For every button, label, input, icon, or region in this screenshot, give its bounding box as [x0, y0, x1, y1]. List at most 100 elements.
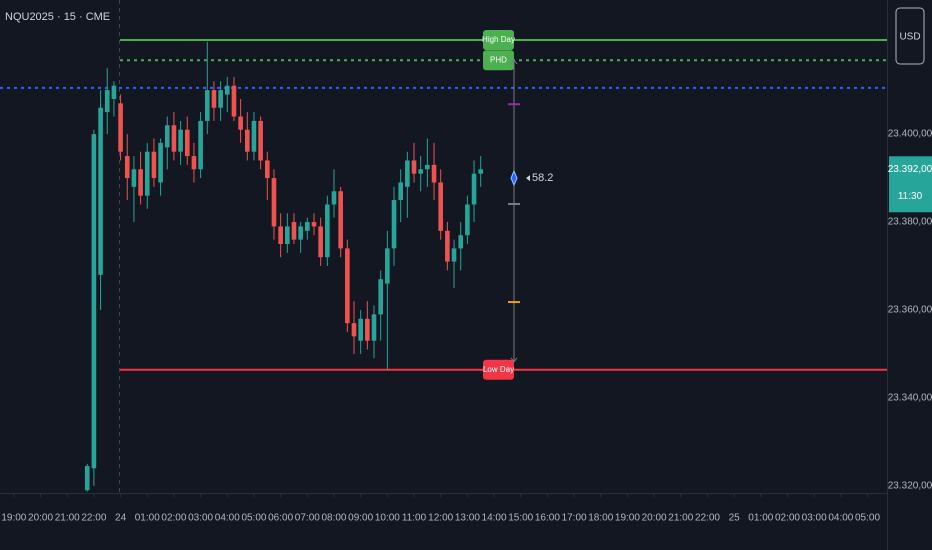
candle-body: [151, 151, 157, 179]
candle-body: [465, 204, 470, 236]
x-tick-label: 11:00: [402, 513, 427, 524]
y-tick-label: 23.360,00: [888, 305, 932, 316]
candle-body: [478, 169, 484, 174]
candle-body: [111, 85, 117, 99]
candle-body: [104, 90, 110, 113]
measure-reading: 58.2: [532, 172, 553, 184]
x-tick-label: 01:00: [135, 513, 160, 524]
candle-body: [198, 120, 203, 170]
measure-arrow: [510, 357, 518, 363]
candle-body: [451, 248, 457, 262]
candle-body: [358, 318, 363, 341]
x-tick-label: 05:00: [855, 513, 880, 524]
candle-body: [365, 318, 370, 341]
y-tick-label: 23.340,00: [888, 393, 932, 404]
candle-body: [391, 200, 397, 249]
level-badge: [483, 359, 514, 380]
candle-body: [271, 178, 277, 227]
level-badge: [483, 30, 514, 51]
candle-body: [471, 173, 477, 205]
currency-box[interactable]: [895, 7, 925, 65]
x-tick-label: 13:00: [455, 513, 480, 524]
candle-body: [311, 222, 317, 227]
x-tick-label: 14:00: [482, 513, 507, 524]
candle-body: [158, 142, 163, 183]
level-label: PHD: [490, 55, 507, 64]
candle-body: [338, 191, 343, 249]
last-price-tag: [889, 156, 932, 213]
candle-body: [278, 226, 283, 245]
candle-body: [291, 222, 297, 240]
currency-label: USD: [899, 32, 920, 43]
candle-body: [144, 151, 150, 196]
candle-body: [385, 248, 390, 284]
x-tick-label: 21:00: [668, 513, 693, 524]
candle-body: [244, 129, 250, 152]
y-tick-label: 23.400,00: [888, 129, 932, 140]
x-tick-label: 22:00: [695, 513, 720, 524]
candle-body: [458, 235, 464, 249]
candle-body: [318, 226, 323, 258]
x-tick-label: 02:00: [775, 513, 800, 524]
candle-body: [218, 90, 223, 108]
candle-body: [331, 191, 337, 205]
candle-body: [251, 120, 257, 152]
candle-body: [418, 169, 423, 174]
candle-body: [265, 160, 270, 179]
candle-body: [285, 226, 290, 245]
x-tick-label: 16:00: [535, 513, 560, 524]
measure-diamond: [510, 169, 518, 187]
x-tick-label: 08:00: [321, 513, 346, 524]
x-tick-label: 21:00: [55, 513, 80, 524]
x-tick-label: 01:00: [748, 513, 773, 524]
candle-body: [425, 164, 430, 170]
x-tick-label: 04:00: [828, 513, 853, 524]
candle-body: [84, 466, 90, 491]
candle-body: [91, 134, 97, 469]
candle-body: [178, 129, 183, 152]
reading-arrow: [526, 175, 530, 182]
x-tick-label: 05:00: [241, 513, 266, 524]
candle-body: [325, 204, 330, 258]
x-tick-label: 25: [729, 513, 741, 524]
candle-body: [351, 323, 357, 337]
x-tick-label: 20:00: [642, 513, 667, 524]
candle-body: [258, 120, 263, 161]
candle-body: [191, 156, 197, 170]
candle-body: [124, 156, 130, 179]
y-tick-label: 23.320,00: [888, 480, 932, 491]
candle-body: [238, 116, 243, 130]
x-tick-label: 19:00: [615, 513, 640, 524]
candle-body: [164, 125, 170, 148]
candle-body: [171, 125, 177, 152]
candle-body: [131, 169, 137, 187]
x-tick-label: 10:00: [375, 513, 400, 524]
x-tick-label: 03:00: [802, 513, 827, 524]
x-tick-label: 07:00: [295, 513, 320, 524]
candle-body: [398, 182, 403, 201]
candle-body: [405, 160, 410, 187]
candle-body: [305, 222, 310, 231]
candle-body: [438, 182, 443, 231]
x-tick-label: 06:00: [268, 513, 293, 524]
candle-body: [118, 103, 123, 152]
x-tick-label: 19:00: [1, 513, 26, 524]
x-tick-label: 03:00: [188, 513, 213, 524]
symbol-label: NQU2025 · 15 · CME: [5, 11, 110, 23]
x-tick-label: 20:00: [28, 513, 53, 524]
candle-body: [138, 169, 143, 196]
candle-body: [298, 226, 303, 240]
candle-body: [445, 230, 450, 262]
candle-body: [184, 129, 190, 157]
candle-body: [211, 90, 217, 108]
candle-body: [345, 248, 350, 324]
countdown-label: 11:30: [898, 191, 923, 202]
y-tick-label: 23.380,00: [888, 217, 932, 228]
x-tick-label: 15:00: [508, 513, 533, 524]
candle-body: [378, 279, 383, 315]
candle-body: [411, 160, 417, 174]
candle-body: [371, 314, 377, 341]
